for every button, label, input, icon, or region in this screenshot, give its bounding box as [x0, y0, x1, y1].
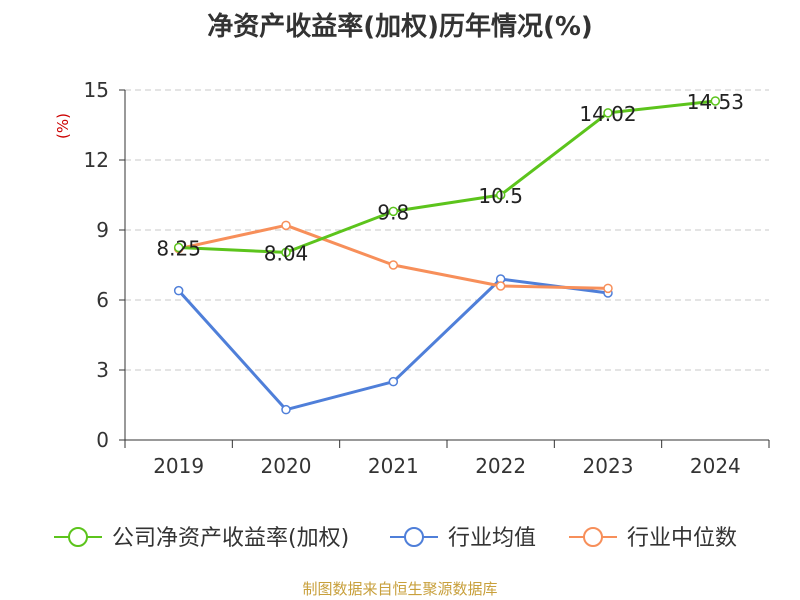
data-label: 9.8 [377, 200, 409, 224]
x-tick-label: 2020 [261, 454, 312, 478]
data-point [281, 404, 291, 415]
legend-label: 行业均值 [448, 526, 536, 551]
data-point [710, 96, 721, 106]
y-tick-label: 0 [96, 428, 109, 452]
data-label: 14.53 [687, 90, 744, 114]
x-tick-label: 2021 [368, 454, 419, 478]
data-label: 10.5 [478, 184, 523, 208]
y-tick-label: 6 [96, 288, 109, 312]
data-point [173, 242, 184, 253]
data-point [281, 247, 291, 258]
series-line [178, 99, 716, 254]
y-axis-label: (%) [54, 113, 72, 139]
series-line [178, 223, 609, 290]
data-point [603, 283, 613, 294]
data-label: 8.25 [156, 237, 201, 261]
x-tick-label: 2019 [153, 454, 204, 478]
data-label: 8.04 [264, 241, 309, 265]
data-label: 14.02 [579, 102, 636, 126]
data-point [388, 260, 399, 270]
data-labels: 8.25 8.04 9.8 10.5 14.02 14.53 [156, 90, 744, 265]
legend-marker [68, 527, 88, 547]
axes: 0 3 6 9 12 15 (%) 2019 2020 2021 2022 2023 2024 [54, 78, 770, 478]
y-tick-label: 15 [84, 78, 109, 102]
source-note: 制图数据来自恒生聚源数据库 [302, 580, 498, 598]
legend-marker [583, 527, 603, 547]
x-tick-label: 2024 [690, 454, 741, 478]
series-lines [173, 96, 721, 415]
y-tick-label: 3 [96, 358, 109, 382]
x-tick-label: 2022 [475, 454, 526, 478]
y-tick-label: 12 [84, 148, 109, 172]
legend: 公司净资产收益率(加权) 行业均值 行业中位数 [54, 526, 737, 551]
gridlines [125, 89, 769, 371]
legend-marker [404, 527, 424, 547]
data-point [495, 190, 506, 200]
data-point [388, 376, 399, 387]
chart-title: 净资产收益率(加权)历年情况(%) [207, 12, 593, 42]
legend-label: 行业中位数 [627, 526, 737, 551]
data-point [388, 206, 399, 217]
data-point [281, 220, 291, 231]
series-line [177, 277, 609, 412]
x-tick-label: 2023 [583, 454, 634, 478]
data-point [173, 285, 184, 296]
data-point [495, 281, 506, 291]
legend-label: 公司净资产收益率(加权) [112, 526, 349, 551]
y-tick-label: 9 [96, 218, 109, 242]
data-point [603, 108, 613, 118]
